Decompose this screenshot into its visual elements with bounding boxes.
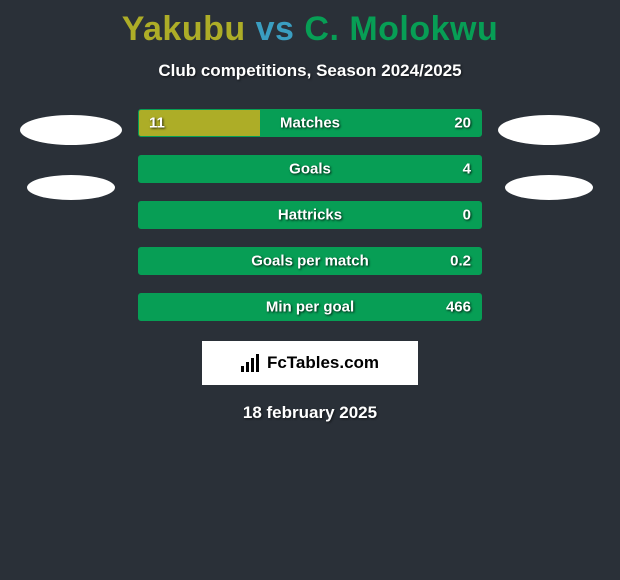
stat-label: Hattricks	[278, 207, 342, 224]
attribution-text: FcTables.com	[267, 353, 379, 373]
comparison-chart: 11 Matches 20 Goals 4 Hattricks 0 Goals per mat…	[0, 109, 620, 321]
stat-bar: Goals 4	[138, 155, 482, 183]
stat-label: Goals	[289, 161, 331, 178]
stat-bar: 11 Matches 20	[138, 109, 482, 137]
subtitle: Club competitions, Season 2024/2025	[0, 61, 620, 81]
stat-right-value: 0	[463, 207, 471, 224]
stat-label: Matches	[280, 115, 340, 132]
left-logo-column	[16, 109, 126, 200]
stat-bar: Min per goal 466	[138, 293, 482, 321]
stat-label: Goals per match	[251, 253, 369, 270]
team-logo-placeholder	[505, 175, 593, 200]
stat-bar: Hattricks 0	[138, 201, 482, 229]
player1-name: Yakubu	[122, 10, 246, 48]
stat-right-value: 20	[454, 115, 471, 132]
stat-bar: Goals per match 0.2	[138, 247, 482, 275]
comparison-card: Yakubu vs C. Molokwu Club competitions, …	[0, 0, 620, 423]
stat-left-value: 11	[149, 115, 165, 132]
barchart-icon	[241, 354, 263, 372]
date-label: 18 february 2025	[0, 403, 620, 423]
page-title: Yakubu vs C. Molokwu	[0, 10, 620, 49]
stat-right-value: 0.2	[450, 253, 471, 270]
vs-separator: vs	[256, 10, 295, 48]
team-logo-placeholder	[498, 115, 600, 145]
team-logo-placeholder	[27, 175, 115, 200]
stat-label: Min per goal	[266, 299, 354, 316]
right-logo-column	[494, 109, 604, 200]
player2-name: C. Molokwu	[304, 10, 498, 48]
stat-right-value: 4	[463, 161, 471, 178]
stat-right-value: 466	[446, 299, 471, 316]
team-logo-placeholder	[20, 115, 122, 145]
stat-bars: 11 Matches 20 Goals 4 Hattricks 0 Goals per mat…	[138, 109, 482, 321]
attribution-badge[interactable]: FcTables.com	[202, 341, 418, 385]
